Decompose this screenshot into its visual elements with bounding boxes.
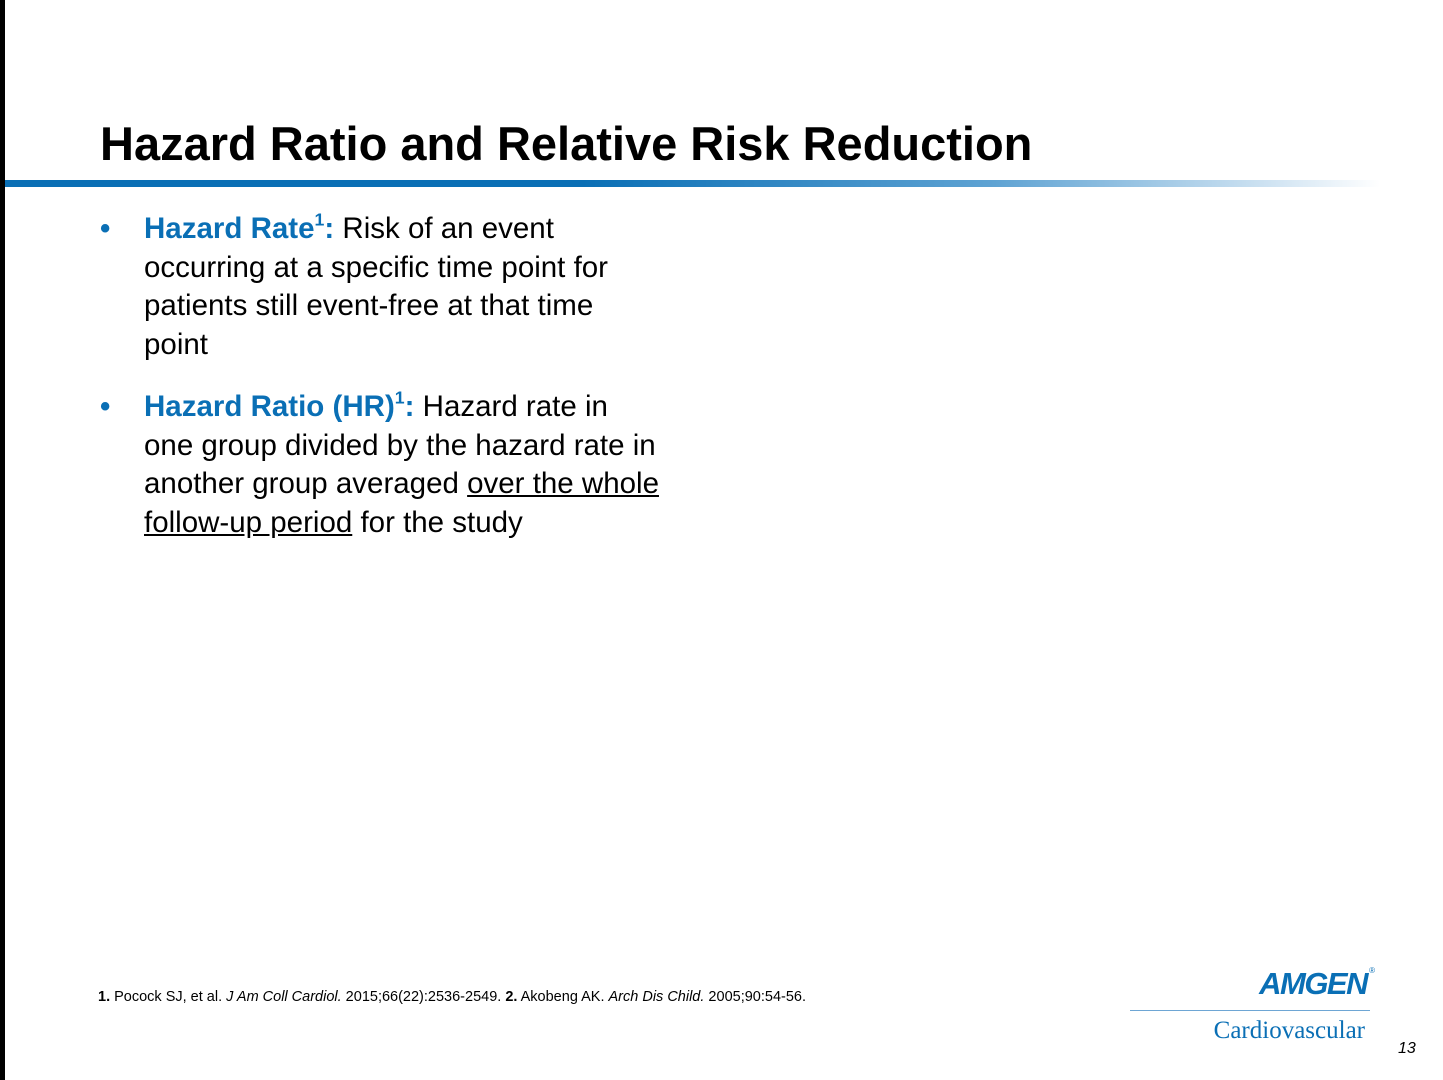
title-divider: [5, 180, 1380, 187]
term-hazard-rate: Hazard Rate1:: [144, 209, 335, 245]
ref1-authors: Pocock SJ, et al.: [110, 989, 227, 1005]
ref2-number: 2.: [505, 989, 518, 1005]
bullet-list: • Hazard Rate1: Risk of an event occurri…: [100, 210, 660, 542]
ref2-details: 2005;90:54-56.: [704, 989, 806, 1005]
page-number: 13: [1398, 1040, 1416, 1057]
ref1-number: 1.: [98, 989, 111, 1005]
term-hazard-ratio: Hazard Ratio (HR)1:: [144, 387, 415, 423]
underlined-phrase: over the whole follow-up period: [144, 467, 659, 539]
term-label: Hazard Ratio (HR): [144, 390, 395, 423]
slide-title: Hazard Ratio and Relative Risk Reduction: [100, 117, 1033, 170]
logo-brand: AMGEN: [1259, 966, 1368, 1001]
footnote-marker: 1: [314, 209, 325, 230]
bullet-marker: •: [100, 212, 111, 245]
bullet-hazard-ratio: • Hazard Ratio (HR)1: Hazard rate in one…: [100, 388, 660, 542]
logo-registered-mark: ®: [1369, 966, 1375, 975]
bullet-hazard-rate: • Hazard Rate1: Risk of an event occurri…: [100, 210, 660, 364]
ref1-journal: J Am Coll Cardiol.: [226, 989, 342, 1005]
definition-text: Hazard rate in one group divided by the …: [144, 390, 656, 500]
logo-divider: [1130, 1010, 1370, 1011]
footnote-marker: 1: [394, 387, 405, 408]
term-label: Hazard Rate: [144, 212, 315, 245]
references: 1. Pocock SJ, et al. J Am Coll Cardiol. …: [98, 989, 806, 1005]
term-colon: :: [404, 390, 415, 423]
ref2-journal: Arch Dis Child.: [608, 989, 705, 1005]
ref1-details: 2015;66(22):2536-2549.: [341, 989, 506, 1005]
definition-text: Risk of an event occurring at a specific…: [144, 212, 609, 361]
amgen-cardiovascular-logo: AMGEN ® Cardiovascular: [1130, 962, 1375, 1052]
term-colon: :: [324, 212, 335, 245]
bullet-marker: •: [100, 390, 111, 423]
ref2-authors: Akobeng AK.: [517, 989, 609, 1005]
definition-text-end: for the study: [352, 505, 523, 539]
logo-subtitle: Cardiovascular: [1213, 1017, 1365, 1044]
slide-left-border: [0, 0, 5, 1080]
